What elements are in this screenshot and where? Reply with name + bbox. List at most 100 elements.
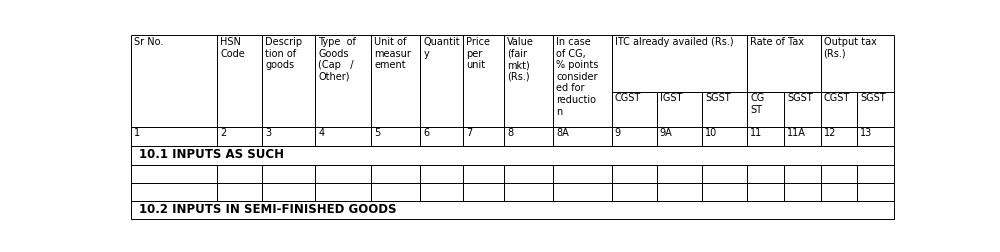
Bar xyxy=(463,35,504,127)
Text: 11A: 11A xyxy=(787,128,806,138)
Bar xyxy=(657,127,702,146)
Bar xyxy=(371,127,420,146)
Bar xyxy=(747,92,784,127)
Bar xyxy=(702,183,747,201)
Text: 9: 9 xyxy=(615,128,621,138)
Bar xyxy=(131,165,217,183)
Text: 5: 5 xyxy=(374,128,381,138)
Text: 8: 8 xyxy=(507,128,513,138)
Bar xyxy=(612,165,657,183)
Bar xyxy=(657,92,702,127)
Bar xyxy=(131,183,217,201)
Text: CGST: CGST xyxy=(615,93,641,103)
Bar xyxy=(131,35,217,127)
Bar xyxy=(553,35,612,127)
Bar xyxy=(315,165,371,183)
Text: 2: 2 xyxy=(220,128,226,138)
Text: 1: 1 xyxy=(134,128,140,138)
Bar xyxy=(504,165,553,183)
Bar xyxy=(262,165,315,183)
Text: Quantit
y: Quantit y xyxy=(424,37,460,59)
Bar xyxy=(504,35,553,127)
Text: HSN
Code: HSN Code xyxy=(220,37,245,59)
Text: 7: 7 xyxy=(466,128,473,138)
Bar xyxy=(784,165,821,183)
Bar xyxy=(217,35,262,127)
Text: 11: 11 xyxy=(750,128,763,138)
Bar xyxy=(420,127,463,146)
Bar xyxy=(463,165,504,183)
Text: Unit of
measur
ement: Unit of measur ement xyxy=(374,37,411,70)
Bar xyxy=(315,183,371,201)
Bar xyxy=(131,127,217,146)
Text: 10.1 INPUTS AS SUCH: 10.1 INPUTS AS SUCH xyxy=(139,148,284,161)
Bar xyxy=(131,146,894,165)
Text: Output tax
(Rs.): Output tax (Rs.) xyxy=(824,37,876,58)
Text: 9A: 9A xyxy=(660,128,673,138)
Bar xyxy=(747,165,784,183)
Bar xyxy=(702,127,747,146)
Bar xyxy=(657,183,702,201)
Bar xyxy=(821,165,857,183)
Bar xyxy=(262,35,315,127)
Bar xyxy=(217,183,262,201)
Bar xyxy=(747,127,784,146)
Bar xyxy=(784,92,821,127)
Bar xyxy=(504,127,553,146)
Bar xyxy=(420,183,463,201)
Text: 4: 4 xyxy=(318,128,324,138)
Bar xyxy=(315,35,371,127)
Bar xyxy=(315,127,371,146)
Bar xyxy=(612,127,657,146)
Bar xyxy=(702,165,747,183)
Bar xyxy=(217,127,262,146)
Text: 3: 3 xyxy=(265,128,271,138)
Bar xyxy=(821,183,857,201)
Bar xyxy=(553,183,612,201)
Text: ITC already availed (Rs.): ITC already availed (Rs.) xyxy=(615,37,733,47)
Bar xyxy=(420,35,463,127)
Bar xyxy=(821,127,857,146)
Text: Price
per
unit: Price per unit xyxy=(466,37,490,70)
Bar xyxy=(371,183,420,201)
Text: 6: 6 xyxy=(424,128,430,138)
Text: 10: 10 xyxy=(705,128,717,138)
Text: 10.2 INPUTS IN SEMI-FINISHED GOODS: 10.2 INPUTS IN SEMI-FINISHED GOODS xyxy=(139,203,396,216)
Bar xyxy=(463,183,504,201)
Bar xyxy=(420,165,463,183)
Text: Descrip
tion of
goods: Descrip tion of goods xyxy=(265,37,302,70)
Bar xyxy=(702,92,747,127)
Bar xyxy=(612,35,747,92)
Text: 12: 12 xyxy=(824,128,836,138)
Bar xyxy=(857,127,894,146)
Bar xyxy=(262,183,315,201)
Text: In case
of CG,
% points
consider
ed for
reductio
n: In case of CG, % points consider ed for … xyxy=(556,37,599,117)
Text: Value
(fair
mkt)
(Rs.): Value (fair mkt) (Rs.) xyxy=(507,37,534,82)
Bar xyxy=(217,165,262,183)
Bar xyxy=(857,165,894,183)
Text: SGST: SGST xyxy=(787,93,813,103)
Text: IGST: IGST xyxy=(660,93,682,103)
Text: CG
ST: CG ST xyxy=(750,93,765,115)
Text: SGST: SGST xyxy=(860,93,886,103)
Bar xyxy=(747,183,784,201)
Bar xyxy=(463,127,504,146)
Bar xyxy=(131,201,894,219)
Bar xyxy=(371,35,420,127)
Bar xyxy=(612,92,657,127)
Bar xyxy=(657,165,702,183)
Bar xyxy=(553,127,612,146)
Bar xyxy=(553,165,612,183)
Bar xyxy=(612,183,657,201)
Bar xyxy=(504,183,553,201)
Text: 8A: 8A xyxy=(556,128,569,138)
Bar xyxy=(371,165,420,183)
Bar xyxy=(857,92,894,127)
Bar xyxy=(857,183,894,201)
Text: SGST: SGST xyxy=(705,93,731,103)
Text: CGST: CGST xyxy=(824,93,850,103)
Bar xyxy=(784,183,821,201)
Text: Sr No.: Sr No. xyxy=(134,37,164,47)
Bar xyxy=(821,35,894,92)
Text: 13: 13 xyxy=(860,128,873,138)
